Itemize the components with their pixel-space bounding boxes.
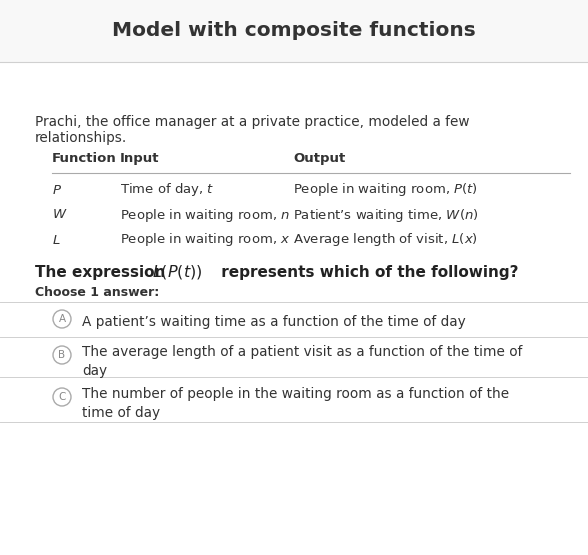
Text: The expression: The expression	[35, 265, 171, 280]
Text: People in waiting room, $P(t)$: People in waiting room, $P(t)$	[293, 181, 478, 199]
Text: People in waiting room, $n$: People in waiting room, $n$	[120, 206, 290, 224]
Text: relationships.: relationships.	[35, 131, 127, 145]
Text: $L(P(t))$: $L(P(t))$	[152, 263, 202, 281]
FancyBboxPatch shape	[0, 0, 588, 62]
Text: The number of people in the waiting room as a function of the
time of day: The number of people in the waiting room…	[82, 387, 509, 420]
Text: Prachi, the office manager at a private practice, modeled a few: Prachi, the office manager at a private …	[35, 115, 469, 129]
Text: A: A	[58, 314, 66, 324]
Text: Average length of visit, $L(x)$: Average length of visit, $L(x)$	[293, 231, 478, 249]
Text: C: C	[58, 392, 66, 402]
Text: Patient’s waiting time, $W(n)$: Patient’s waiting time, $W(n)$	[293, 206, 479, 224]
Text: Output: Output	[293, 152, 345, 165]
Text: Choose 1 answer:: Choose 1 answer:	[35, 286, 159, 300]
Text: A patient’s waiting time as a function of the time of day: A patient’s waiting time as a function o…	[82, 315, 466, 329]
Text: $W$: $W$	[52, 209, 68, 221]
Text: Model with composite functions: Model with composite functions	[112, 22, 476, 41]
Text: Function: Function	[52, 152, 117, 165]
Text: represents which of the following?: represents which of the following?	[216, 265, 519, 280]
Text: $P$: $P$	[52, 184, 62, 196]
Text: People in waiting room, $x$: People in waiting room, $x$	[120, 231, 290, 249]
Text: Input: Input	[120, 152, 159, 165]
Text: $L$: $L$	[52, 234, 61, 246]
Text: B: B	[58, 350, 66, 360]
Text: Time of day, $t$: Time of day, $t$	[120, 181, 215, 199]
Text: The average length of a patient visit as a function of the time of
day: The average length of a patient visit as…	[82, 345, 522, 378]
